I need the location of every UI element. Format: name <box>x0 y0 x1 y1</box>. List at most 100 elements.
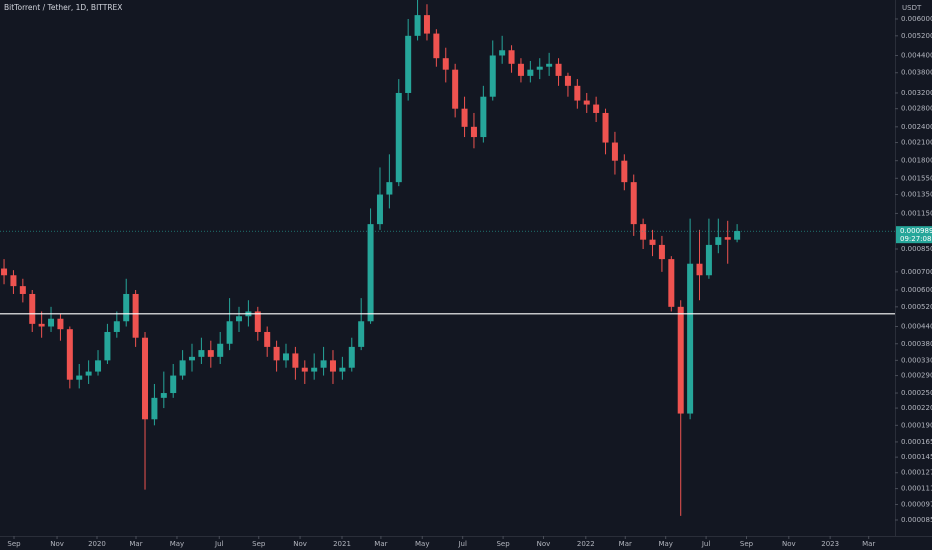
candle-body <box>517 63 524 76</box>
x-tick-label: Mar <box>862 540 875 548</box>
y-tick-label: 0.00380000 <box>901 69 932 77</box>
candle-body <box>367 224 374 322</box>
candle-body <box>113 321 120 332</box>
chart-title: BitTorrent / Tether, 1D, BITTREX <box>4 3 122 12</box>
candle-body <box>386 182 393 195</box>
candle-body <box>95 360 102 372</box>
y-tick-label: 0.00060000 <box>901 286 932 294</box>
countdown-label: 09:27:08 <box>900 235 931 243</box>
y-tick-label: 0.00155000 <box>901 174 932 182</box>
y-tick-label: 0.00033000 <box>901 356 932 364</box>
x-tick-label: May <box>658 540 672 548</box>
candle-body <box>170 375 177 394</box>
y-tick-label: 0.00180000 <box>901 157 932 165</box>
candle-body <box>292 353 299 368</box>
candle-body <box>85 371 92 376</box>
y-tick-label: 0.00016500 <box>901 438 932 446</box>
y-tick-label: 0.00012700 <box>901 469 932 477</box>
candle-body <box>376 194 383 225</box>
y-tick-label: 0.00011100 <box>901 485 932 493</box>
candle-body <box>189 356 196 361</box>
candle-body <box>564 75 571 86</box>
candle-body <box>442 58 449 70</box>
candle-body <box>649 239 656 245</box>
candle-body <box>142 337 149 420</box>
y-tick-label: 0.00085000 <box>901 245 932 253</box>
x-tick-label: Mar <box>129 540 142 548</box>
x-tick-label: Nov <box>782 540 796 548</box>
candle-body <box>339 367 346 372</box>
x-tick-label: Sep <box>740 540 754 548</box>
x-tick-label: Sep <box>496 540 510 548</box>
candle-body <box>48 318 55 327</box>
candle-body <box>423 15 430 34</box>
candle-body <box>235 316 242 322</box>
plot-area <box>0 0 895 516</box>
y-tick-label: 0.00038000 <box>901 340 932 348</box>
y-tick-label: 0.00520000 <box>901 32 932 40</box>
x-tick-label: Sep <box>7 540 21 548</box>
x-tick-label: Nov <box>537 540 551 548</box>
candle-body <box>555 63 562 76</box>
candle-body <box>207 350 214 357</box>
y-tick-label: 0.00019000 <box>901 421 932 429</box>
candle-body <box>414 15 421 36</box>
y-tick-label: 0.00052000 <box>901 303 932 311</box>
x-tick-label: 2020 <box>88 540 106 548</box>
candle-body <box>640 224 647 240</box>
candle-body <box>630 182 637 225</box>
y-tick-label: 0.00240000 <box>901 123 932 131</box>
candle-body <box>668 259 675 307</box>
candle-body <box>621 160 628 183</box>
candle-body <box>705 244 712 276</box>
candle-body <box>734 231 741 240</box>
candle-body <box>198 350 205 357</box>
y-axis-label: USDT <box>902 4 922 12</box>
y-tick-label: 0.00320000 <box>901 89 932 97</box>
candle-body <box>358 321 365 347</box>
candle-body <box>574 85 581 101</box>
candle-body <box>226 321 233 344</box>
candle-body <box>179 360 186 376</box>
x-tick-label: Mar <box>619 540 632 548</box>
candle-body <box>282 353 289 361</box>
candle-body <box>405 35 412 93</box>
candle-body <box>395 92 402 183</box>
candle-body <box>433 33 440 59</box>
candle-body <box>715 237 722 245</box>
candle-body <box>123 293 130 322</box>
x-tick-label: Nov <box>50 540 64 548</box>
candle-body <box>527 69 534 76</box>
candle-body <box>66 329 73 380</box>
y-tick-label: 0.00440000 <box>901 51 932 59</box>
y-tick-label: 0.00008500 <box>901 516 932 524</box>
candle-body <box>348 346 355 368</box>
candle-body <box>19 286 26 294</box>
y-tick-label: 0.00009700 <box>901 500 932 508</box>
candle-body <box>508 50 515 64</box>
candle-body <box>1 268 8 276</box>
x-tick-label: Mar <box>374 540 387 548</box>
y-tick-label: 0.00600000 <box>901 15 932 23</box>
candle-body <box>461 108 468 127</box>
candle-body <box>311 367 318 372</box>
candle-body <box>151 397 158 420</box>
candle-body <box>480 96 487 138</box>
candle-body <box>546 63 553 67</box>
x-tick-label: May <box>170 540 184 548</box>
candle-body <box>593 104 600 113</box>
y-tick-label: 0.00022000 <box>901 404 932 412</box>
x-tick-label: 2022 <box>577 540 595 548</box>
y-tick-label: 0.00135000 <box>901 191 932 199</box>
x-tick-label: Nov <box>293 540 307 548</box>
y-tick-label: 0.00070000 <box>901 268 932 276</box>
candle-body <box>38 323 45 327</box>
candle-body <box>264 331 271 347</box>
candle-body <box>470 126 477 138</box>
y-tick-label: 0.00025000 <box>901 389 932 397</box>
candle-body <box>329 360 336 372</box>
y-tick-label: 0.00029000 <box>901 372 932 380</box>
candle-body <box>677 306 684 414</box>
y-tick-label: 0.00044000 <box>901 322 932 330</box>
